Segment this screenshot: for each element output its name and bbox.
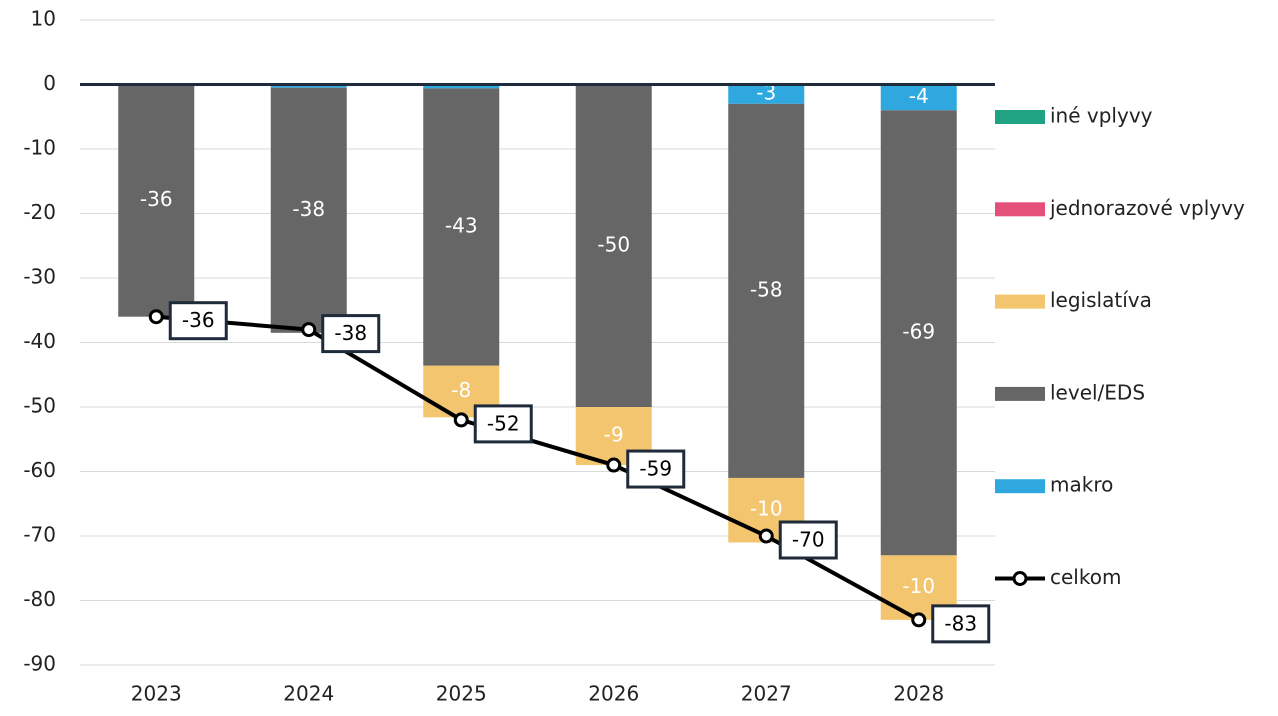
y-tick-label: -60 xyxy=(23,458,56,482)
y-tick-label: -90 xyxy=(23,652,56,676)
line xyxy=(156,314,920,622)
legend-swatch xyxy=(995,294,1045,309)
y-tick-label: -20 xyxy=(23,200,56,224)
data-label: -50 xyxy=(597,232,630,256)
label-box xyxy=(778,520,838,560)
legend-swatch xyxy=(995,202,1045,217)
y-tick-label: -10 xyxy=(23,136,56,160)
label-box xyxy=(321,314,381,354)
legend-swatch xyxy=(995,110,1045,124)
legend-swatch xyxy=(995,386,1045,401)
x-tick-label: 2028 xyxy=(893,682,944,706)
line-marker xyxy=(758,528,774,544)
data-label: -10 xyxy=(750,497,783,521)
line-marker xyxy=(606,457,622,473)
legend-label: makro xyxy=(1050,473,1113,497)
y-tick-label: -40 xyxy=(23,329,56,353)
line-label: -36 xyxy=(182,308,215,332)
bar-segment xyxy=(423,84,500,89)
bar-segment xyxy=(728,103,805,478)
line-label: -59 xyxy=(639,457,672,481)
data-label: -10 xyxy=(902,574,935,598)
data-label: -43 xyxy=(445,214,478,238)
x-tick-label: 2025 xyxy=(436,682,487,706)
bar-segment xyxy=(270,87,347,333)
y-tick-label: -80 xyxy=(23,587,56,611)
label-box xyxy=(626,449,686,489)
data-label: -58 xyxy=(750,277,783,301)
data-label: -4 xyxy=(909,84,929,108)
x-tick-label: 2027 xyxy=(741,682,792,706)
legend-label: jednorazové vplyvy xyxy=(1049,196,1245,220)
legend-label: iné vplyvy xyxy=(1050,104,1153,128)
legend-label: celkom xyxy=(1050,565,1121,589)
bar-segment xyxy=(118,84,195,317)
legend-marker xyxy=(1012,571,1028,586)
x-tick-label: 2024 xyxy=(283,682,334,706)
bar-segment xyxy=(728,84,805,104)
line-label: -38 xyxy=(334,321,367,345)
data-label: -3 xyxy=(756,81,776,105)
y-tick-label: -50 xyxy=(23,394,56,418)
data-label: -9 xyxy=(604,423,624,447)
line-label: -70 xyxy=(792,528,825,552)
data-label: -8 xyxy=(451,378,471,402)
data-label: -69 xyxy=(902,319,935,343)
line-marker xyxy=(453,412,469,428)
y-tick-label: 10 xyxy=(31,7,56,31)
y-tick-label: -30 xyxy=(23,265,56,289)
line-marker xyxy=(911,612,927,628)
legend-swatch xyxy=(995,479,1045,494)
legend-label: level/EDS xyxy=(1050,380,1145,404)
label-box xyxy=(473,404,533,444)
line-label: -52 xyxy=(487,411,520,435)
y-tick-label: 0 xyxy=(43,71,56,95)
bar-segment xyxy=(575,84,652,407)
bar-segment xyxy=(270,84,347,88)
label-box xyxy=(168,301,228,341)
label-box xyxy=(931,604,991,644)
bar-segment xyxy=(880,110,957,556)
y-tick-label: -70 xyxy=(23,523,56,547)
bar-segment xyxy=(423,88,500,366)
bar-segment xyxy=(880,84,957,111)
line-label: -83 xyxy=(944,611,977,635)
line-marker xyxy=(148,309,164,325)
data-label: -38 xyxy=(292,197,325,221)
line-marker xyxy=(301,322,317,338)
x-tick-label: 2023 xyxy=(131,682,182,706)
legend-label: legislatíva xyxy=(1050,288,1152,312)
data-label: -36 xyxy=(140,187,173,211)
x-tick-label: 2026 xyxy=(588,682,639,706)
